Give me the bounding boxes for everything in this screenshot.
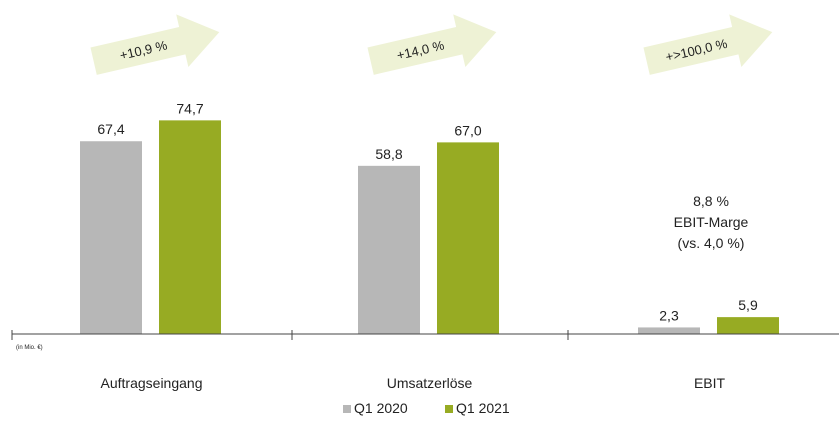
legend-label: Q1 2021 (456, 400, 510, 416)
legend-label: Q1 2020 (354, 400, 408, 416)
annotation-line: 8,8 % (693, 193, 729, 209)
legend: Q1 2020 Q1 2021 (343, 400, 510, 416)
bar (638, 327, 700, 334)
growth-arrow: +14,0 % (367, 14, 497, 75)
annotation-line: EBIT-Marge (674, 214, 749, 230)
data-label: 58,8 (375, 146, 402, 162)
category-label: Umsatzerlöse (387, 375, 473, 391)
data-label: 74,7 (176, 100, 203, 116)
x-axis: (in Mio. €) (11, 330, 839, 351)
data-label: 67,0 (454, 122, 481, 138)
bar (159, 120, 221, 334)
data-label: 2,3 (659, 307, 679, 323)
bars: 67,4 74,7 Auftragseingang 58,8 67,0 Umsatzerl… (80, 100, 779, 391)
annotation-line: (vs. 4,0 %) (678, 235, 745, 251)
arrow-shape (90, 14, 220, 75)
growth-arrow: +10,9 % (90, 14, 220, 75)
bar (80, 141, 142, 334)
data-label: 67,4 (97, 121, 124, 137)
bar (717, 317, 779, 334)
legend-swatch (445, 405, 453, 413)
unit-note: (in Mio. €) (16, 345, 43, 351)
data-label: 5,9 (738, 297, 758, 313)
bar (358, 165, 420, 334)
arrow-shape (367, 14, 497, 75)
growth-arrow: +>100,0 % (643, 14, 773, 75)
legend-swatch (343, 405, 351, 413)
category-label: EBIT (694, 375, 726, 391)
arrow-shape (643, 14, 773, 75)
category-label: Auftragseingang (101, 375, 203, 391)
growth-arrows: +10,9 % +14,0 % +>100,0 % (90, 14, 773, 75)
bar (437, 142, 499, 334)
ebit-margin-annotation: 8,8 % EBIT-Marge (vs. 4,0 %) (674, 193, 749, 251)
